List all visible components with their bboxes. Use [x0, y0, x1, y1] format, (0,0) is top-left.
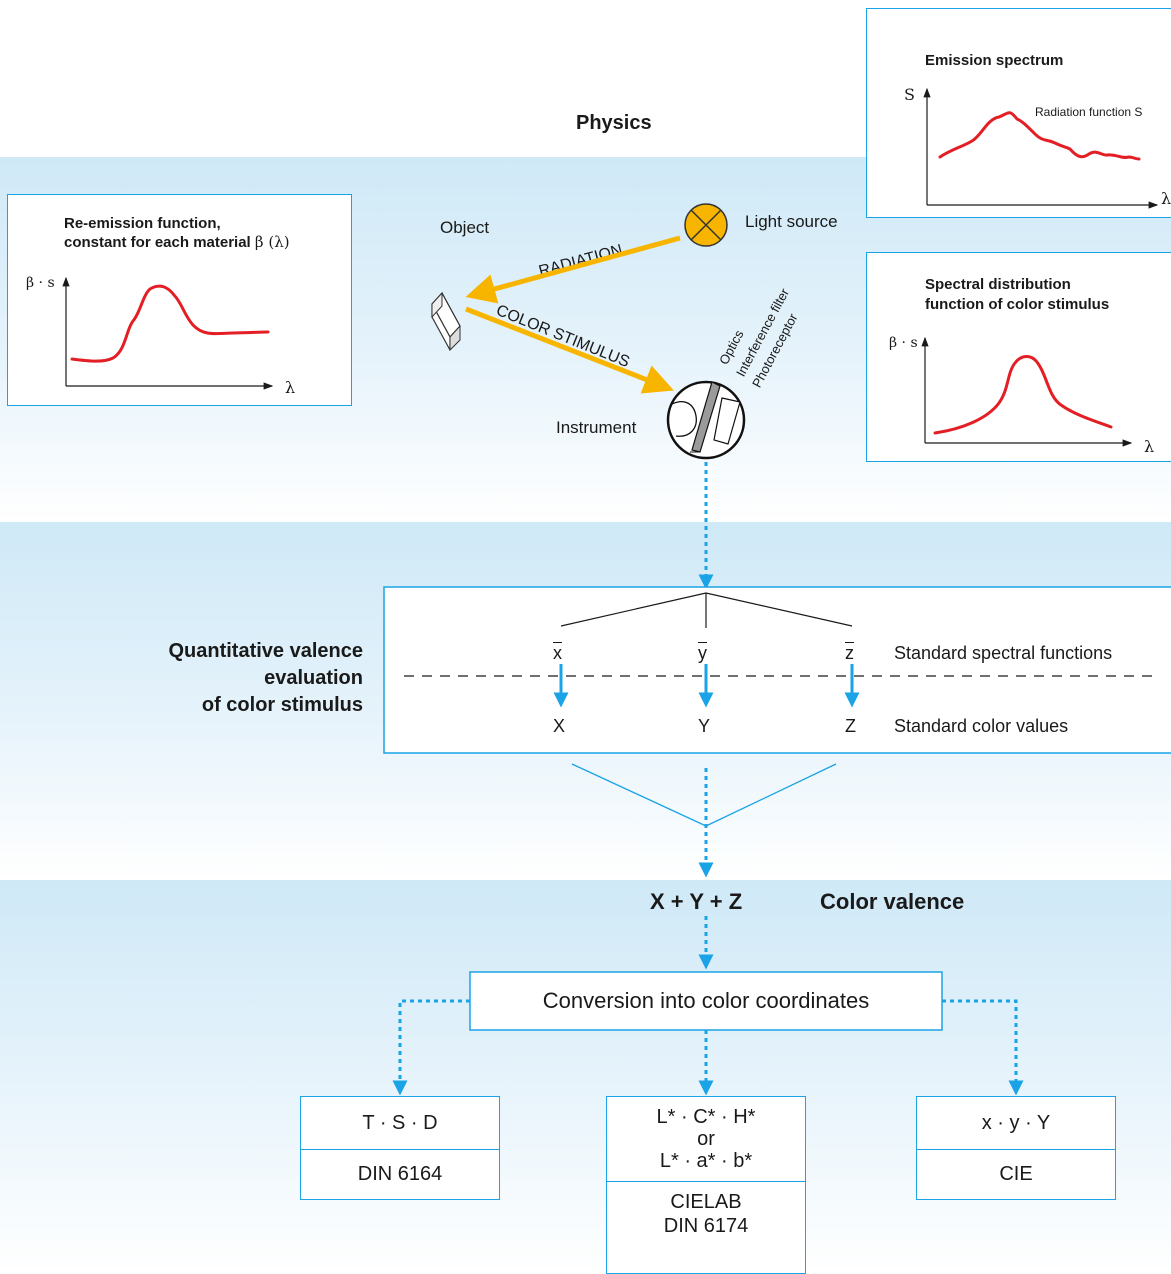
- reemission-title-line1: Re-emission function,: [64, 215, 221, 232]
- valence-label-line1: Quantitative valence: [168, 640, 363, 662]
- instrument-icon: [666, 380, 746, 460]
- color-value-z: Z: [845, 716, 856, 736]
- reemission-function-plot: [62, 276, 274, 390]
- radiation-ray: [465, 235, 681, 304]
- emission-y-axis-label: S: [904, 85, 915, 104]
- coordinates-band: [0, 880, 1171, 1274]
- color-value-y: Y: [698, 716, 711, 736]
- spectral-function-z: z: [845, 643, 854, 663]
- branch-tsd-arrow: [392, 999, 470, 1096]
- spectral-functions-label: Standard spectral functions: [894, 643, 1113, 663]
- valence-label-line2: evaluation: [264, 667, 363, 689]
- output-lab-line3: L* · a* · b*: [659, 1150, 753, 1172]
- output-lab-bottom1: CIELAB: [607, 1181, 805, 1214]
- spectral-function-y: y: [698, 643, 707, 663]
- radiation-function-curve: [938, 111, 1141, 161]
- spectral-title-line2: function of color stimulus: [925, 296, 1110, 313]
- light-source-label: Light source: [745, 212, 838, 231]
- radiation-function-label: Radiation function S: [1035, 105, 1143, 119]
- valence-label-line3: of color stimulus: [201, 694, 363, 716]
- object-label: Object: [440, 218, 490, 237]
- emission-spectrum-box: Emission spectrum S Radiation function S…: [866, 8, 1171, 218]
- reemission-title-symbol: β (λ): [254, 233, 290, 251]
- reemission-title-line2: constant for each material: [64, 234, 251, 251]
- output-lab-bottom2: DIN 6174: [663, 1215, 749, 1237]
- spectral-y-axis-label: β · s: [889, 335, 918, 351]
- reemission-x-axis-label: λ: [285, 378, 296, 397]
- spectral-distribution-plot: [921, 336, 1133, 447]
- output-cie-box: x · y · Y CIE: [916, 1096, 1116, 1200]
- conversion-box: [469, 971, 943, 1031]
- reemission-function-box: Re-emission function, constant for each …: [7, 194, 352, 406]
- output-lab-line1: L* · C* · H*: [656, 1106, 756, 1128]
- output-lab-box: L* · C* · H* or L* · a* · b* CIELAB DIN …: [606, 1096, 806, 1274]
- color-value-x: X: [553, 716, 566, 736]
- spectral-distribution-curve: [933, 355, 1113, 435]
- sum-label: X + Y + Z: [650, 889, 743, 914]
- color-valence-label: Color valence: [820, 889, 965, 914]
- output-cie-bottom: CIE: [917, 1149, 1115, 1199]
- conversion-label: Conversion into color coordinates: [542, 988, 870, 1013]
- instrument-label: Instrument: [556, 418, 637, 437]
- spectral-function-x: x: [553, 643, 562, 663]
- physics-label: Physics: [576, 112, 652, 134]
- light-source-icon: [684, 203, 728, 247]
- reemission-curve: [70, 284, 270, 363]
- color-stimulus-ray: [465, 306, 674, 394]
- output-tsd-top: T · S · D: [362, 1112, 438, 1134]
- output-cie-top: x · y · Y: [981, 1112, 1051, 1134]
- color-values-label: Standard color values: [894, 716, 1069, 736]
- output-tsd-box: T · S · D DIN 6164: [300, 1096, 500, 1200]
- output-lab-line2: or: [697, 1128, 715, 1150]
- output-tsd-bottom: DIN 6164: [301, 1149, 499, 1199]
- object-icon: [431, 291, 461, 352]
- emission-spectrum-title: Emission spectrum: [925, 52, 1064, 69]
- spectral-title-line1: Spectral distribution: [925, 276, 1071, 293]
- branch-cie-arrow: [942, 999, 1024, 1096]
- spectral-distribution-box: Spectral distribution function of color …: [866, 252, 1171, 462]
- evaluation-box: [383, 586, 1171, 754]
- emission-x-axis-label: λ: [1161, 189, 1171, 208]
- reemission-y-axis-label: β · s: [26, 275, 55, 291]
- spectral-x-axis-label: λ: [1144, 437, 1155, 456]
- emission-spectrum-plot: [923, 87, 1159, 209]
